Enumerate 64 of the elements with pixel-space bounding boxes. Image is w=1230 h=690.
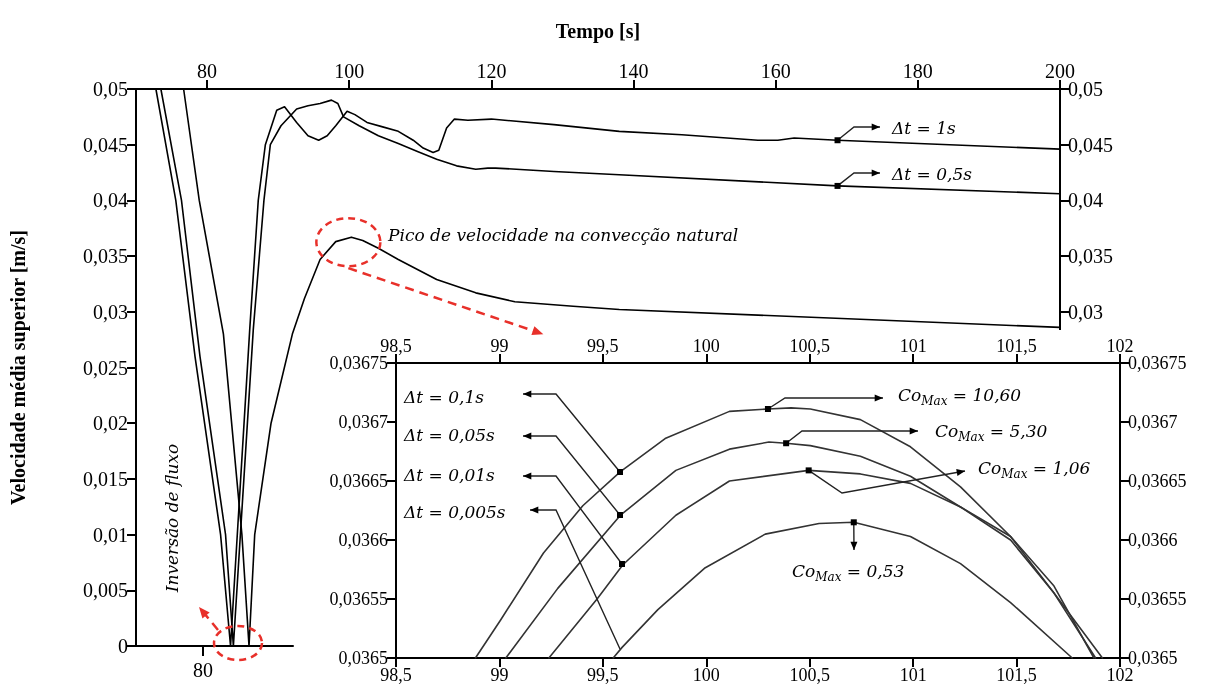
x2-tick-label: 102: [1106, 336, 1134, 356]
y-tick-label: 0,03: [93, 300, 128, 323]
y-tick-label: 0,03665: [329, 471, 388, 491]
y-tick-label: 0,0367: [338, 412, 388, 432]
x-tick-label: 160: [760, 60, 791, 82]
x-tick-label: 102: [1106, 665, 1134, 685]
y-tick-label: 0: [118, 635, 128, 657]
y-tick-label: 0,0366: [338, 530, 388, 550]
x2-tick-label: 100,5: [789, 336, 830, 356]
x2-tick-label: 99,5: [587, 336, 619, 356]
y-tick-label: 0,015: [83, 467, 128, 490]
x-tick-label: 101,5: [996, 665, 1037, 685]
x-tick-label: 180: [902, 60, 933, 82]
annotation: Pico de velocidade na convecção natural: [388, 224, 739, 245]
annotation: Δt = 0,5s: [892, 163, 972, 184]
y-tick-label: 0,05: [93, 78, 128, 100]
annotation: Co$_{Max}$ = 1,06: [978, 457, 1091, 482]
annotation: Δt = 0,005s: [404, 501, 506, 522]
y-tick-label: 0,03675: [329, 353, 388, 373]
x-tick-label: 100,5: [789, 665, 830, 685]
y2-tick-label: 0,03665: [1128, 471, 1187, 491]
x-tick-label: 120: [476, 60, 507, 82]
annotation: Δt = 0,1s: [404, 386, 484, 407]
y2-tick-label: 0,045: [1068, 133, 1113, 156]
annotation: Δt = 0,05s: [404, 424, 495, 445]
x2-tick-label: 101,5: [996, 336, 1037, 356]
x2-tick-label: 99: [490, 336, 509, 356]
annotation: Δt = 1s: [892, 117, 956, 138]
annotation: Co$_{Max}$ = 5,30: [935, 420, 1048, 445]
x2-tick-label: 98,5: [380, 336, 412, 356]
y-tick-label: 0,035: [83, 245, 128, 268]
x-axis-title: Tempo [s]: [555, 20, 641, 43]
line-series: [612, 520, 1074, 659]
y2-tick-label: 0,03675: [1128, 353, 1187, 373]
y2-tick-label: 0,04: [1068, 189, 1103, 212]
y-tick-label: 0,04: [93, 189, 128, 212]
y-tick-label: 0,045: [83, 133, 128, 156]
x-tick-label: 100: [334, 60, 365, 82]
y-tick-label: 0,01: [93, 523, 128, 546]
x-tick-label: 80: [197, 60, 218, 82]
y2-tick-label: 0,0366: [1128, 530, 1178, 550]
x-tick-label: 101: [899, 665, 927, 685]
x2-tick-label: 101: [899, 336, 927, 356]
y-axis-title: Velocidade média superior [m/s]: [7, 230, 30, 505]
annotation: Inversão de fluxo: [161, 443, 182, 593]
x-tick-label: 99: [490, 665, 509, 685]
y2-tick-label: 0,0367: [1128, 412, 1178, 432]
y2-tick-label: 0,03655: [1128, 589, 1187, 609]
x-tick-label: 99,5: [587, 665, 619, 685]
y2-tick-label: 0,035: [1068, 245, 1113, 268]
x-tick-label: 98,5: [380, 665, 412, 685]
y-tick-label: 0,02: [93, 412, 128, 435]
annotation: Co$_{Max}$ = 0,53: [792, 560, 905, 585]
annotation: Δt = 0,01s: [404, 464, 495, 485]
y-tick-label: 0,0365: [338, 648, 388, 668]
x-tick-label: 140: [618, 60, 649, 82]
x2-tick-label: 100: [692, 336, 720, 356]
annotation: Co$_{Max}$ = 10,60: [898, 384, 1022, 409]
y-tick-label: 0,005: [83, 579, 128, 602]
y-tick-label: 0,03655: [329, 589, 388, 609]
x-tick-label: 100: [692, 665, 720, 685]
y-tick-label: 0,025: [83, 356, 128, 379]
y2-tick-label: 0,0365: [1128, 648, 1178, 668]
y2-tick-label: 0,03: [1068, 300, 1103, 323]
